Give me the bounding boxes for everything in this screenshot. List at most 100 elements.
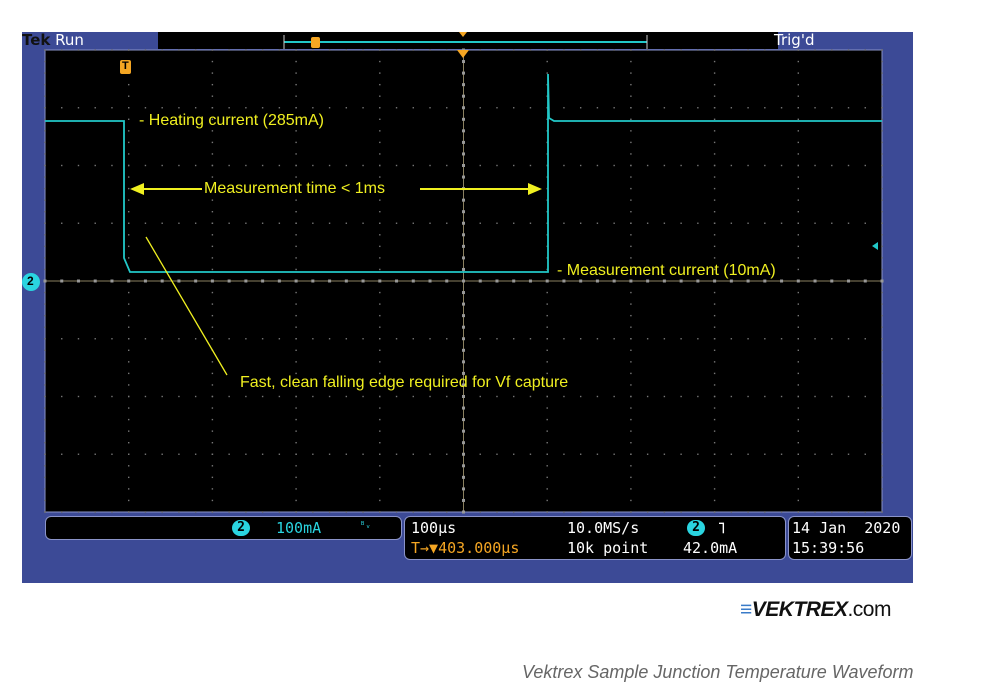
grid-dot	[697, 107, 699, 109]
grid-dot	[44, 407, 46, 409]
grid-dot	[462, 406, 465, 410]
date: 14 Jan 2020	[792, 519, 901, 537]
oscilloscope-screen: Tek Run Trig'd T 2 - Heating current (28…	[22, 32, 913, 583]
grid-dot	[77, 511, 80, 513]
grid-dot	[881, 291, 883, 294]
grid-dot	[797, 418, 799, 421]
grid-dot	[545, 279, 549, 283]
grid-dot	[345, 453, 348, 455]
grid-dot	[261, 49, 264, 51]
grid-dot	[128, 314, 130, 317]
grid-dot	[361, 279, 365, 283]
grid-dot	[797, 372, 799, 375]
grid-dot	[194, 164, 197, 167]
grid-dot	[111, 49, 113, 51]
grid-dot	[44, 234, 46, 236]
grid-dot	[128, 257, 130, 259]
grid-dot	[44, 95, 46, 97]
grid-dot	[211, 118, 214, 120]
grid-dot	[44, 176, 46, 178]
grid-dot	[881, 268, 883, 271]
grid-dot	[128, 245, 130, 248]
grid-dot	[228, 511, 230, 513]
grid-dot	[747, 222, 749, 224]
grid-dot	[479, 164, 481, 167]
grid-dot	[211, 257, 214, 259]
grid-dot	[630, 268, 632, 271]
grid-dot	[77, 222, 80, 224]
grid-dot	[881, 303, 883, 305]
grid-dot	[513, 107, 515, 109]
grid-dot	[44, 511, 46, 513]
grid-dot	[797, 476, 799, 479]
trigger-level: 42.0mA	[683, 539, 738, 557]
grid-dot	[111, 453, 113, 455]
grid-dot	[864, 49, 866, 51]
channel-readout[interactable]: 2 100mA ᴮᵥ	[45, 516, 402, 540]
grid-dot	[881, 453, 883, 455]
grid-dot	[697, 338, 699, 340]
grid-dot	[295, 60, 297, 63]
falling-edge-icon: ˥	[717, 519, 727, 537]
grid-dot	[546, 326, 548, 328]
grid-dot	[713, 234, 716, 236]
grid-dot	[612, 279, 616, 283]
grid-dot	[513, 49, 515, 51]
grid-dot	[144, 338, 147, 340]
grid-dot	[496, 222, 498, 224]
grid-dot	[512, 279, 516, 283]
grid-dot	[579, 453, 582, 455]
grid-dot	[362, 49, 364, 51]
grid-dot	[379, 164, 381, 167]
grid-dot	[429, 107, 431, 109]
grid-dot	[61, 511, 63, 513]
grid-dot	[379, 95, 381, 97]
grid-dot	[44, 257, 46, 259]
horizontal-readout[interactable]: 100µs T→▼403.000µs 10.0MS/s 10k point 2 …	[404, 516, 786, 560]
grid-dot	[814, 222, 816, 224]
grid-dot	[462, 325, 465, 329]
annotation-pointer-line	[145, 236, 228, 376]
grid-dot	[847, 49, 850, 51]
grid-dot	[44, 430, 46, 432]
grid-dot	[630, 499, 632, 502]
grid-dot	[44, 72, 46, 74]
grid-dot	[797, 384, 799, 386]
grid-dot	[596, 164, 599, 167]
grid-dot	[161, 164, 163, 167]
grid-dot	[412, 107, 414, 109]
grid-dot	[77, 164, 80, 167]
grid-dot	[328, 49, 331, 51]
grid-dot	[379, 211, 381, 213]
grid-dot	[395, 49, 398, 51]
grid-dot	[864, 511, 866, 513]
grid-dot	[295, 130, 297, 132]
grid-dot	[77, 107, 80, 109]
channel-2-ground-marker	[22, 273, 40, 291]
grid-dot	[630, 430, 632, 432]
grid-dot	[379, 465, 381, 467]
grid-dot	[663, 453, 666, 455]
grid-dot	[546, 476, 548, 479]
grid-dot	[211, 199, 214, 201]
grid-dot	[128, 430, 130, 432]
grid-dot	[847, 107, 850, 109]
grid-dot	[295, 257, 297, 259]
grid-dot	[446, 338, 448, 340]
grid-dot	[44, 314, 46, 317]
grid-dot	[429, 453, 431, 455]
grid-dot	[713, 176, 716, 178]
grid-dot	[61, 107, 63, 109]
grid-dot	[479, 107, 481, 109]
grid-dot	[797, 314, 799, 317]
grid-dot	[680, 395, 682, 398]
grid-dot	[160, 279, 164, 283]
grid-dot	[462, 164, 465, 167]
grid-dot	[847, 395, 850, 398]
grid-dot	[462, 302, 465, 306]
grid-dot	[831, 395, 833, 398]
grid-dot	[94, 164, 96, 167]
grid-dot	[797, 511, 799, 513]
grid-dot	[345, 222, 348, 224]
grid-dot	[881, 130, 883, 132]
